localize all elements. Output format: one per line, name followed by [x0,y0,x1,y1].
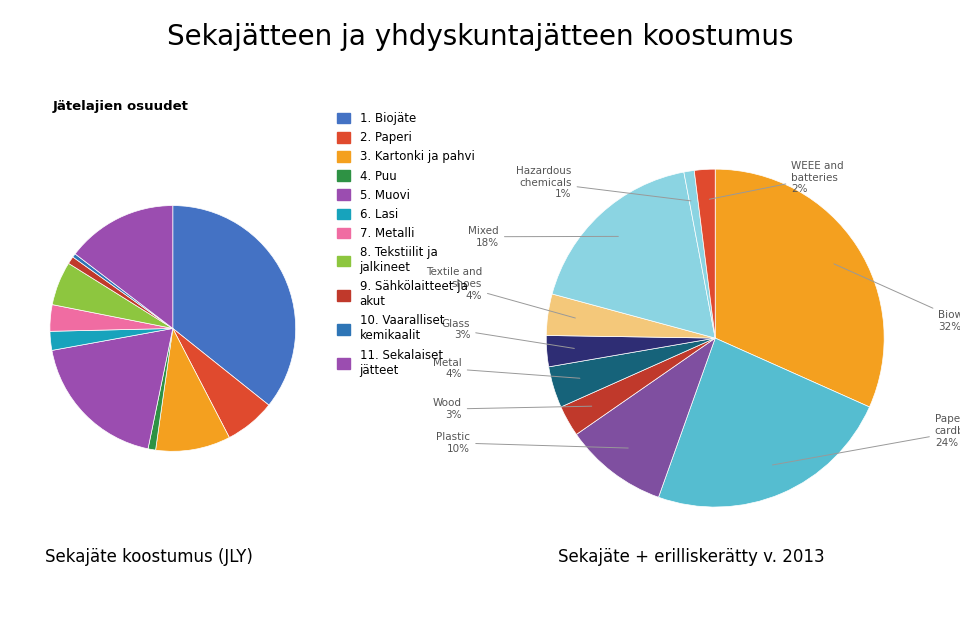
Wedge shape [546,336,715,367]
Wedge shape [148,328,173,450]
Wedge shape [50,328,173,350]
Wedge shape [694,169,715,338]
Wedge shape [561,338,715,435]
Wedge shape [156,328,229,451]
Text: Lappeenranta University of Technology: Lappeenranta University of Technology [303,611,657,629]
Text: WEEE and
batteries
2%: WEEE and batteries 2% [709,161,844,199]
Wedge shape [68,257,173,328]
Text: Paper and
cardboa
24%: Paper and cardboa 24% [773,415,960,465]
Wedge shape [684,171,715,338]
Wedge shape [549,338,715,407]
Text: Mixed
18%: Mixed 18% [468,226,618,247]
Text: Jätelajien osuudet: Jätelajien osuudet [53,100,189,113]
Text: Sekajätteen ja yhdyskuntajätteen koostumus: Sekajätteen ja yhdyskuntajätteen koostum… [167,23,793,50]
Text: Sekajäte + erilliskerätty v. 2013: Sekajäte + erilliskerätty v. 2013 [558,548,825,566]
Wedge shape [173,205,296,405]
Wedge shape [552,172,715,338]
Wedge shape [173,328,269,437]
Wedge shape [52,263,173,328]
Wedge shape [576,338,715,497]
Wedge shape [50,305,173,331]
Text: Textile and
shoes
4%: Textile and shoes 4% [426,267,575,318]
Wedge shape [546,294,715,338]
Text: Plastic
10%: Plastic 10% [436,432,628,453]
Text: Hazardous
chemicals
1%: Hazardous chemicals 1% [516,166,691,201]
Legend: 1. Biojäte, 2. Paperi, 3. Kartonki ja pahvi, 4. Puu, 5. Muovi, 6. Lasi, 7. Metal: 1. Biojäte, 2. Paperi, 3. Kartonki ja pa… [337,112,474,377]
Wedge shape [659,338,870,507]
Text: Glass
3%: Glass 3% [442,319,574,348]
Text: Sekajäte koostumus (JLY): Sekajäte koostumus (JLY) [45,548,252,566]
Wedge shape [73,254,173,328]
Text: Metal
4%: Metal 4% [433,357,580,379]
Wedge shape [75,205,173,328]
Text: Biowaste
32%: Biowaste 32% [834,264,960,332]
Text: Wood
3%: Wood 3% [433,398,591,420]
Wedge shape [715,169,884,407]
Wedge shape [52,328,173,449]
